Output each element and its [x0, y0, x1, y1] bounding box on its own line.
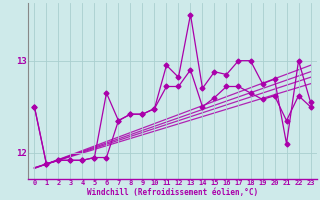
X-axis label: Windchill (Refroidissement éolien,°C): Windchill (Refroidissement éolien,°C): [87, 188, 258, 197]
